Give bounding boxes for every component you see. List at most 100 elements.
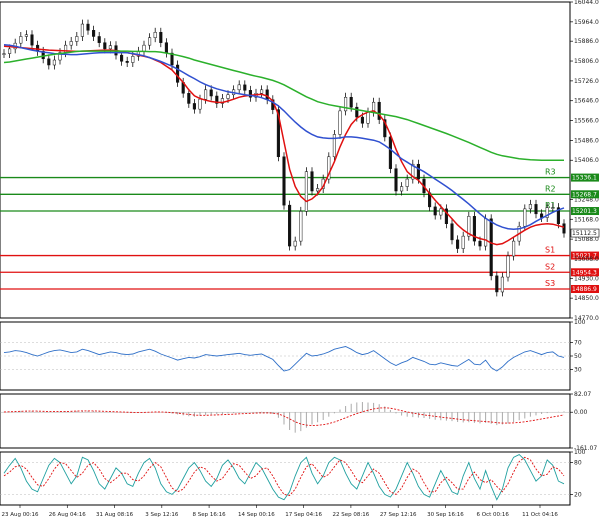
candle-body	[310, 171, 314, 192]
candle-body	[142, 44, 146, 52]
pivot-tag-r1	[571, 207, 599, 216]
candle-body	[198, 98, 202, 110]
stochastic-line-2	[3, 456, 565, 496]
pivot-label-s1: S1	[545, 246, 555, 255]
candle-body	[388, 136, 392, 169]
candle-body	[92, 30, 96, 37]
pivot-value-r2: 15268.7	[572, 191, 597, 198]
moving-average-line-2	[3, 43, 565, 230]
pivot-tag-r3	[571, 173, 599, 182]
x-tick-label: 26 Aug 04:16	[49, 512, 87, 518]
y-tick-label-rsi: 30	[574, 367, 582, 374]
candle-body	[456, 239, 460, 249]
candle-body	[411, 163, 415, 180]
candle-body	[164, 42, 168, 54]
candle-body	[400, 186, 404, 192]
x-tick-label: 17 Sep 04:16	[285, 512, 322, 518]
y-tick-label-price: 15566.0	[574, 118, 599, 125]
candle-body	[293, 240, 297, 247]
x-tick-label: 14 Sep 00:16	[238, 512, 275, 518]
candle-body	[209, 89, 213, 97]
candle-body	[444, 208, 448, 224]
y-tick-label-rsi: 70	[574, 339, 582, 346]
x-tick-label: 22 Sep 08:16	[333, 512, 370, 518]
candle-body	[288, 204, 292, 247]
x-tick-label: 8 Sep 16:16	[192, 512, 226, 518]
pivot-value-r3: 15336.1	[572, 175, 597, 182]
y-tick-label-stochastic: 80	[574, 460, 582, 467]
candle-body	[327, 156, 331, 180]
candle-body	[282, 156, 286, 206]
candle-body	[332, 134, 336, 158]
candle-body	[52, 59, 56, 66]
candle-body	[276, 109, 280, 158]
y-tick-label-rsi: 100	[574, 319, 586, 326]
candle-body	[551, 207, 555, 209]
candle-body	[495, 275, 499, 293]
candle-body	[366, 111, 370, 124]
candle-body	[30, 34, 34, 46]
x-tick-label: 6 Oct 00:16	[477, 512, 510, 518]
candle-body	[108, 45, 112, 50]
candle-body	[472, 216, 476, 242]
candle-body	[192, 103, 196, 110]
x-tick-label: 3 Sep 12:16	[145, 512, 179, 518]
candle-body	[58, 52, 62, 61]
candle-body	[360, 116, 364, 124]
pivot-tag-s1	[571, 251, 599, 260]
y-tick-label-price: 15646.0	[574, 98, 599, 105]
candle-body	[484, 218, 488, 247]
candle-body	[467, 216, 471, 237]
candle-body	[153, 32, 157, 38]
candle-body	[500, 276, 504, 293]
y-tick-label-price: 14770.0	[574, 315, 599, 322]
macd-signal-line	[3, 407, 565, 427]
candle-body	[528, 204, 532, 210]
y-tick-label-price: 15886.0	[574, 38, 599, 45]
candle-body	[176, 64, 180, 83]
pivot-label-r1: R1	[545, 201, 556, 210]
pivot-value-s2: 14954.3	[572, 269, 597, 276]
y-tick-label-price: 15486.0	[574, 137, 599, 144]
candle-body	[2, 53, 6, 55]
candle-body	[120, 54, 124, 62]
y-tick-label-price: 16044.0	[574, 0, 599, 6]
candle-body	[8, 48, 12, 54]
x-tick-label: 11 Oct 04:16	[522, 512, 558, 518]
candle-body	[299, 211, 303, 242]
y-tick-label-price: 14930.0	[574, 275, 599, 282]
candle-body	[220, 98, 224, 104]
y-tick-label-rsi: 50	[574, 353, 582, 360]
x-tick-label: 27 Sep 12:16	[380, 512, 417, 518]
candle-body	[433, 206, 437, 216]
candle-body	[19, 36, 23, 44]
y-tick-label-price: 15964.0	[574, 19, 599, 26]
x-tick-label: 30 Sep 16:16	[427, 512, 464, 518]
y-tick-label-price: 15088.0	[574, 236, 599, 243]
candle-body	[450, 223, 454, 241]
y-tick-label-stochastic: 100	[574, 449, 586, 456]
y-tick-label-stochastic: 20	[574, 491, 582, 498]
candle-body	[355, 106, 359, 118]
y-tick-label-price: 14850.0	[574, 295, 599, 302]
candle-body	[394, 168, 398, 192]
candle-body	[523, 208, 527, 227]
candle-body	[243, 84, 247, 91]
candle-body	[215, 95, 219, 104]
candle-body	[349, 96, 353, 108]
candle-body	[170, 52, 174, 66]
pivot-label-s2: S2	[545, 262, 555, 271]
candle-body	[80, 23, 84, 37]
candle-body	[478, 240, 482, 247]
candle-body	[97, 36, 101, 43]
y-tick-label-macd: -161.07	[574, 445, 597, 452]
candle-body	[103, 42, 107, 50]
candle-body	[248, 90, 252, 98]
pivot-tag-r2	[571, 190, 599, 199]
pivot-label-r3: R3	[545, 168, 556, 177]
candle-body	[159, 32, 163, 43]
candle-body	[556, 207, 560, 224]
candle-body	[265, 89, 269, 100]
